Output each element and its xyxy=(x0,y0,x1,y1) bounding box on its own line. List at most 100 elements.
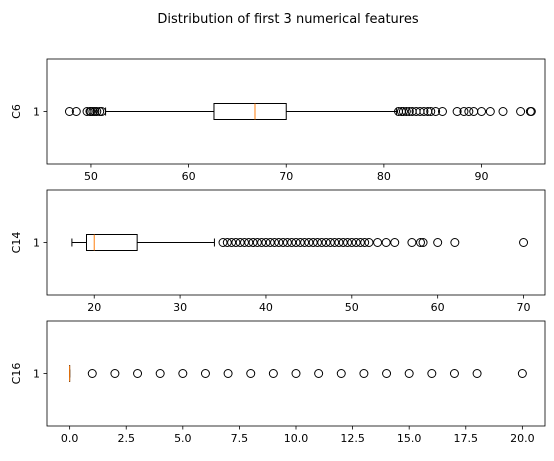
box xyxy=(213,103,287,120)
x-tick-label: 2.5 xyxy=(117,432,135,445)
outlier-point xyxy=(265,238,275,247)
outlier-point xyxy=(235,238,245,247)
outlier-point xyxy=(239,238,249,247)
outlier-point xyxy=(291,369,301,378)
outlier-point xyxy=(459,107,469,116)
x-tick-label: 5.0 xyxy=(174,432,192,445)
outlier-point xyxy=(325,238,335,247)
outlier-point xyxy=(338,238,348,247)
x-tick-label: 20 xyxy=(87,301,101,314)
x-tick-label: 70 xyxy=(517,301,531,314)
outlier-point xyxy=(64,107,74,116)
outlier-point xyxy=(308,238,318,247)
outlier-point xyxy=(321,238,331,247)
outlier-point xyxy=(360,238,370,247)
outlier-point xyxy=(314,369,324,378)
x-tick-label: 10.0 xyxy=(284,432,309,445)
y-tick-label: 1 xyxy=(33,106,40,119)
figure-title: Distribution of first 3 numerical featur… xyxy=(157,12,418,27)
outlier-point xyxy=(347,238,357,247)
outlier-point xyxy=(519,238,529,247)
outlier-point xyxy=(248,238,258,247)
boxplot-panel-c16: 0.0 2.5 5.0 7.5 10.0 12.5 15.0 17.5 20.0 1 C16 xyxy=(10,320,546,445)
outlier-point xyxy=(407,238,417,247)
outlier-point xyxy=(416,238,425,247)
outlier-point xyxy=(373,238,383,247)
outlier-point xyxy=(477,107,487,116)
y-tick-label: 1 xyxy=(33,237,40,250)
x-tick-label: 50 xyxy=(345,301,359,314)
outlier-point xyxy=(222,238,232,247)
outlier-point xyxy=(433,238,443,247)
outlier-point xyxy=(398,107,408,116)
outlier-point xyxy=(155,369,165,378)
outlier-point xyxy=(498,107,508,116)
outlier-point xyxy=(516,107,526,116)
x-tick-label: 15.0 xyxy=(397,432,422,445)
boxplot-panel-c6: 50 60 70 80 90 1 C6 xyxy=(10,58,546,183)
outlier-point xyxy=(336,369,346,378)
outlier-point xyxy=(268,369,278,378)
outlier-point xyxy=(133,369,143,378)
x-tick-label: 7.5 xyxy=(231,432,249,445)
outlier-point xyxy=(282,238,292,247)
outlier-point xyxy=(330,238,340,247)
x-tick-label: 17.5 xyxy=(454,432,479,445)
outlier-point xyxy=(469,107,479,116)
outlier-point xyxy=(426,107,436,116)
y-axis-label: C14 xyxy=(10,232,23,254)
outlier-point xyxy=(431,107,441,116)
outlier-point xyxy=(110,369,120,378)
outlier-point xyxy=(450,238,460,247)
outlier-point xyxy=(300,238,310,247)
outlier-point xyxy=(278,238,288,247)
outlier-point xyxy=(261,238,271,247)
outlier-point xyxy=(270,238,280,247)
outlier-point xyxy=(274,238,284,247)
outlier-point xyxy=(401,107,411,116)
outlier-point xyxy=(355,238,365,247)
outlier-point xyxy=(295,238,305,247)
outlier-point xyxy=(87,369,97,378)
outlier-point xyxy=(252,238,262,247)
y-axis-label: C6 xyxy=(10,104,23,119)
outlier-point xyxy=(485,107,495,116)
outlier-point xyxy=(317,238,327,247)
x-tick-label: 0.0 xyxy=(61,432,79,445)
outlier-point xyxy=(178,369,188,378)
boxplot-panel-c14: 20 30 40 50 60 70 1 C14 xyxy=(10,189,546,314)
outlier-point xyxy=(227,238,237,247)
outlier-point xyxy=(359,369,369,378)
outlier-point xyxy=(92,107,102,116)
x-tick-label: 50 xyxy=(84,170,98,183)
outlier-point xyxy=(449,369,459,378)
outlier-point xyxy=(304,238,314,247)
outlier-point xyxy=(351,238,361,247)
x-tick-label: 60 xyxy=(431,301,445,314)
outlier-point xyxy=(287,238,297,247)
axes-frame xyxy=(46,320,546,427)
x-tick-label: 30 xyxy=(173,301,187,314)
outlier-point xyxy=(257,238,267,247)
box xyxy=(85,234,138,251)
outlier-point xyxy=(244,238,254,247)
x-tick-label: 90 xyxy=(475,170,489,183)
outlier-point xyxy=(364,238,374,247)
outlier-point xyxy=(343,238,353,247)
outlier-point xyxy=(404,107,414,116)
outlier-point xyxy=(404,369,414,378)
outlier-point xyxy=(472,369,482,378)
outlier-point xyxy=(334,238,344,247)
outlier-point xyxy=(464,107,474,116)
y-axis-label: C16 xyxy=(10,363,23,385)
outlier-point xyxy=(246,369,256,378)
outlier-point xyxy=(427,369,437,378)
outlier-point xyxy=(71,107,81,116)
outlier-point xyxy=(418,238,428,247)
outlier-point xyxy=(419,107,429,116)
x-tick-label: 40 xyxy=(259,301,273,314)
outlier-point xyxy=(517,369,527,378)
x-tick-label: 20.0 xyxy=(510,432,535,445)
x-tick-label: 80 xyxy=(377,170,391,183)
